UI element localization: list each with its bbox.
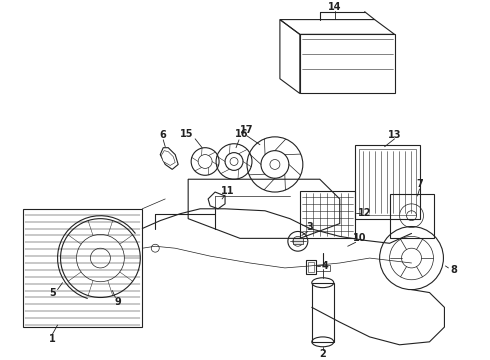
- Text: 5: 5: [49, 288, 56, 298]
- Text: 15: 15: [180, 129, 194, 139]
- Bar: [359, 149, 416, 215]
- Text: 9: 9: [115, 297, 122, 307]
- Text: 16: 16: [235, 129, 249, 139]
- Text: 12: 12: [358, 208, 371, 218]
- Text: 6: 6: [160, 130, 167, 140]
- Text: 1: 1: [49, 334, 56, 344]
- Text: 4: 4: [321, 261, 328, 271]
- Text: 11: 11: [221, 186, 235, 196]
- Text: 2: 2: [319, 348, 326, 359]
- Text: 3: 3: [306, 221, 313, 231]
- Bar: [23, 209, 142, 327]
- Text: 13: 13: [388, 130, 401, 140]
- Bar: [316, 265, 330, 271]
- Text: 17: 17: [240, 125, 254, 135]
- Bar: [390, 194, 435, 238]
- Bar: [306, 260, 316, 274]
- Bar: [312, 283, 334, 342]
- Text: 10: 10: [353, 233, 367, 243]
- Text: 7: 7: [416, 179, 423, 189]
- Bar: [355, 145, 419, 219]
- Bar: [300, 191, 355, 238]
- Bar: [293, 238, 303, 244]
- Text: 8: 8: [450, 265, 457, 275]
- Text: 14: 14: [328, 2, 342, 12]
- Polygon shape: [161, 150, 175, 166]
- Bar: [308, 262, 314, 272]
